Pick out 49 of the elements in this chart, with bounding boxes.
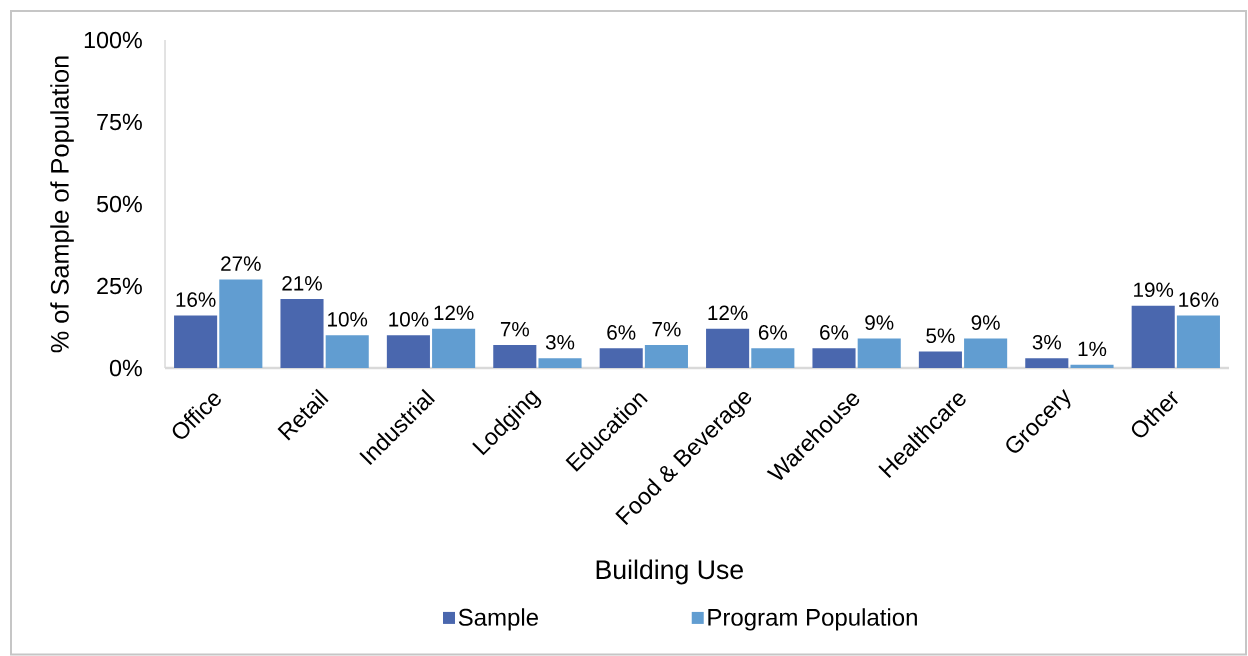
bar [751, 348, 795, 368]
bar [174, 315, 218, 368]
data-label: 3% [545, 334, 575, 350]
data-label: 19% [1134, 282, 1174, 298]
data-label: 6% [758, 325, 787, 340]
data-label: 16% [176, 292, 216, 307]
bar [812, 348, 856, 368]
bar [1131, 305, 1175, 368]
data-label: 10% [328, 311, 368, 327]
legend-label: Sample [458, 608, 538, 631]
y-tick-label: 75% [97, 113, 142, 131]
bar [280, 299, 324, 368]
data-label: 7% [652, 321, 681, 337]
y-tick-label: 25% [97, 277, 142, 295]
data-label: 27% [221, 256, 261, 271]
bar [1025, 358, 1069, 368]
bar [599, 348, 643, 368]
data-label: 7% [500, 321, 529, 337]
legend-label: Program Population [708, 608, 917, 631]
data-label: 1% [1078, 341, 1107, 357]
data-label: 3% [1032, 334, 1061, 350]
y-tick-label: 50% [96, 195, 142, 213]
bar [386, 335, 430, 368]
bar [644, 345, 688, 368]
data-label: 16% [1179, 292, 1219, 307]
bar [325, 335, 369, 368]
bar [493, 345, 537, 368]
data-label: 9% [971, 315, 1000, 330]
data-label: 6% [820, 325, 849, 340]
data-label: 12% [708, 305, 748, 321]
bar [538, 358, 582, 368]
y-axis-title: % of Sample of Population [50, 56, 74, 353]
y-tick-label: 100% [84, 31, 142, 49]
data-label: 12% [434, 305, 474, 321]
bar [1176, 315, 1220, 368]
bar [857, 338, 901, 368]
bar [706, 328, 750, 368]
data-label: 21% [282, 275, 322, 291]
x-axis-title: Building Use [596, 559, 743, 585]
data-label: 6% [607, 325, 636, 340]
y-tick-label: 0% [109, 359, 142, 377]
bar [1070, 364, 1114, 368]
bar [918, 351, 962, 368]
data-label: 5% [926, 328, 955, 343]
bar [219, 279, 263, 368]
bar [964, 338, 1008, 368]
data-label: 9% [865, 315, 894, 330]
bar [432, 328, 476, 368]
data-label: 10% [389, 311, 429, 327]
